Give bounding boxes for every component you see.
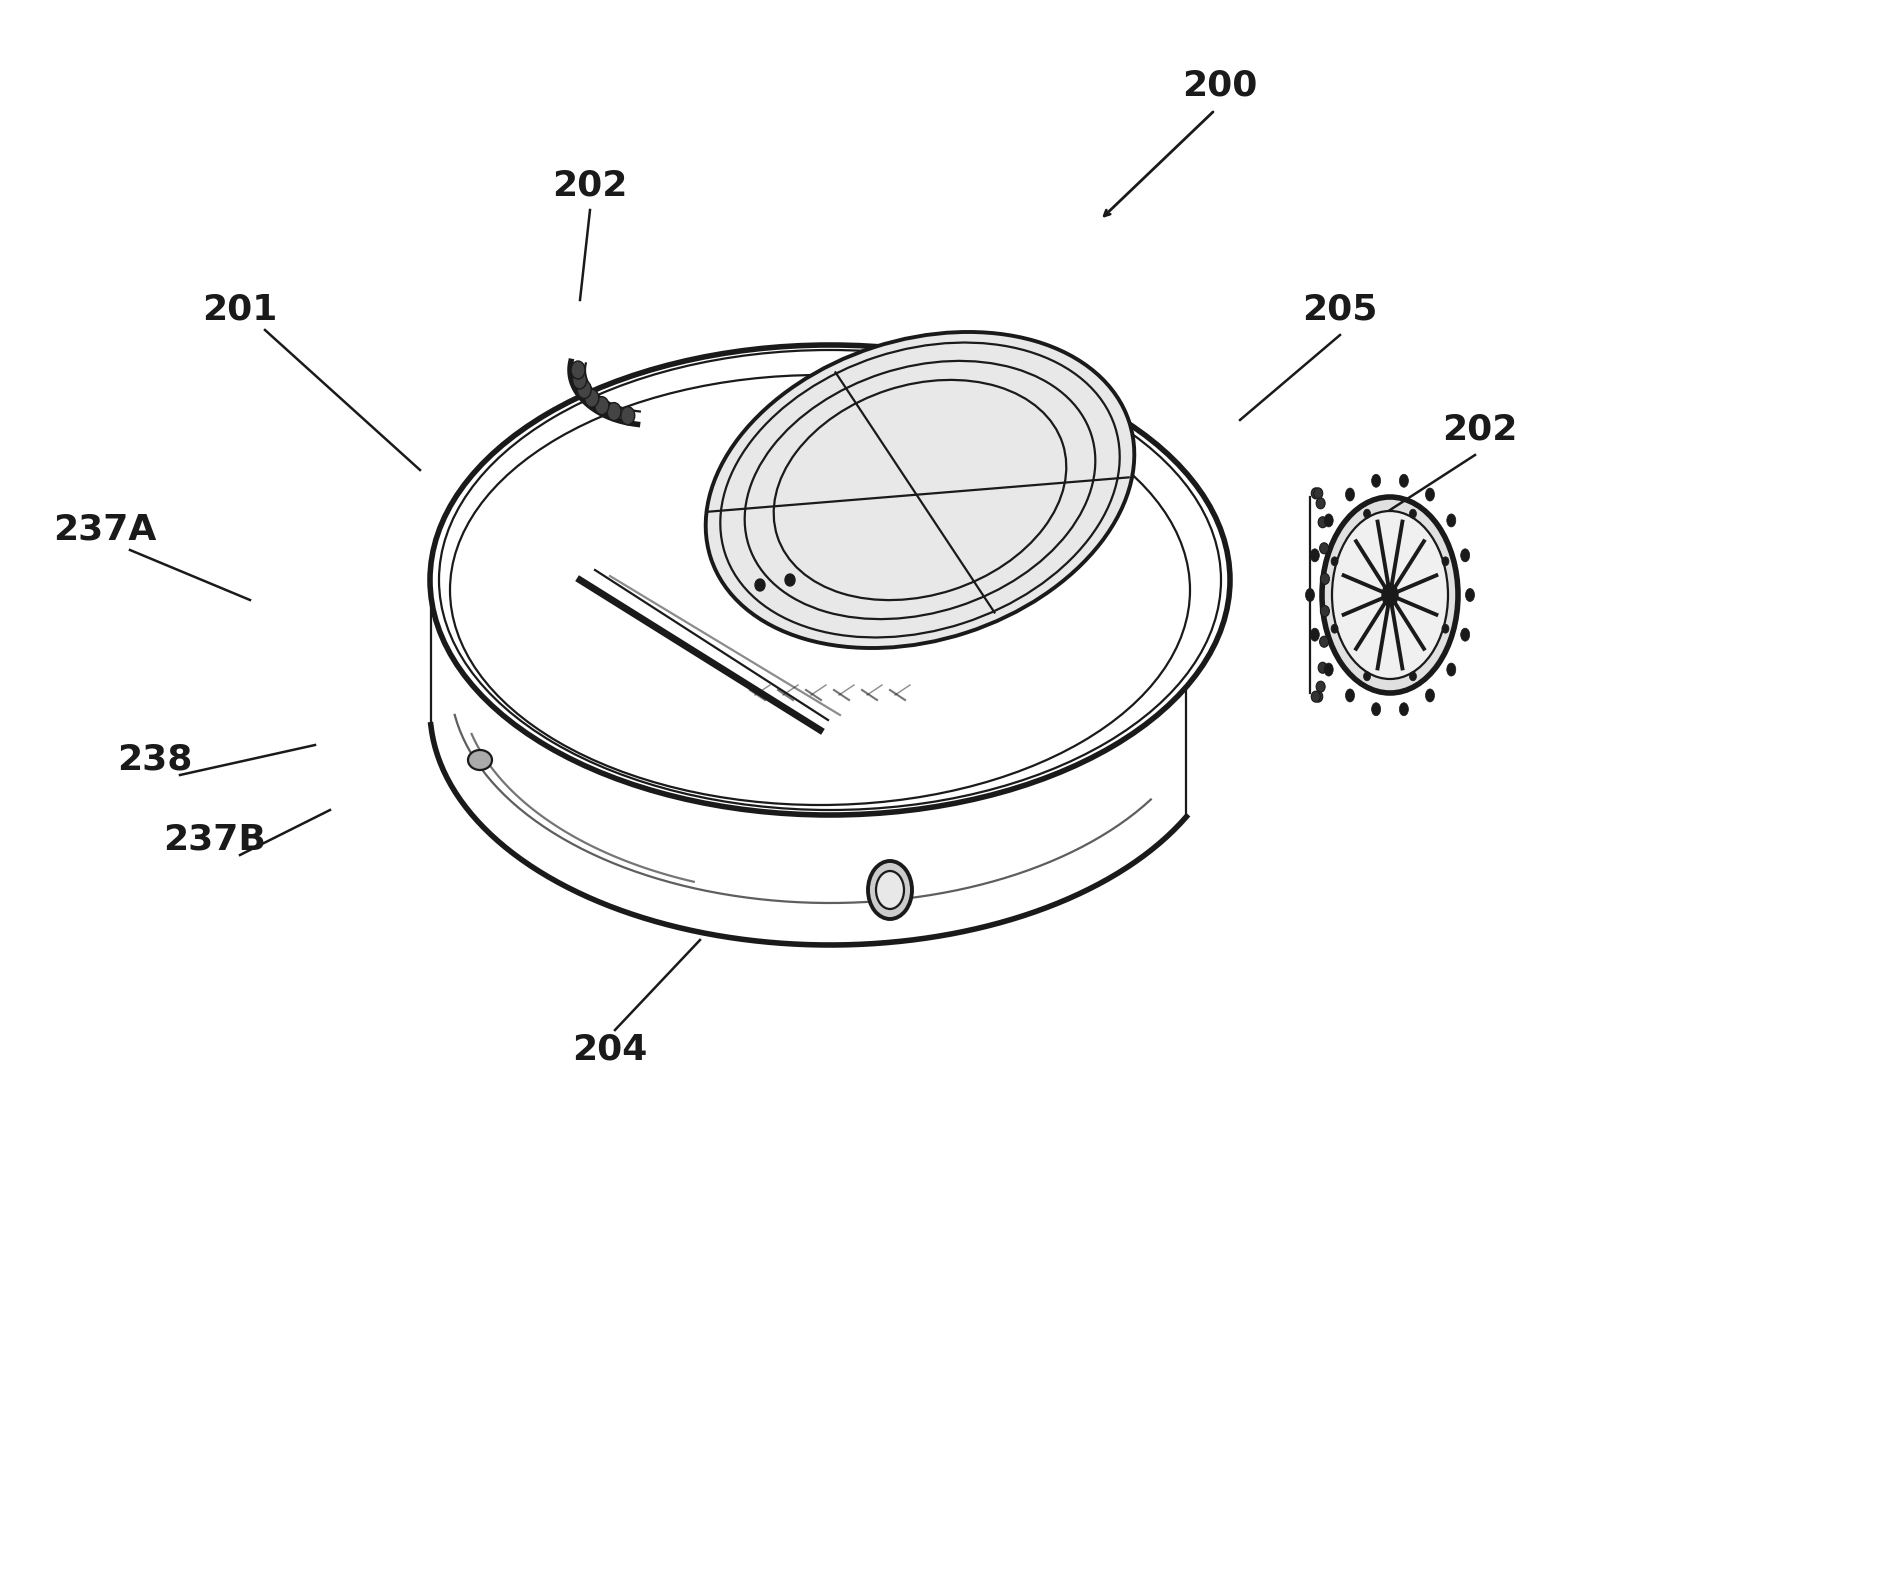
Ellipse shape [867,860,912,919]
Ellipse shape [1321,497,1457,694]
Ellipse shape [1372,703,1380,716]
Ellipse shape [1346,689,1355,702]
Ellipse shape [1314,488,1323,499]
Ellipse shape [1399,475,1408,488]
Ellipse shape [1410,672,1416,681]
Text: 202: 202 [1442,414,1517,447]
Ellipse shape [1310,628,1319,642]
Ellipse shape [1316,497,1325,508]
Ellipse shape [1333,511,1448,680]
Ellipse shape [1461,549,1470,562]
Ellipse shape [1442,557,1450,566]
Ellipse shape [467,750,492,771]
Ellipse shape [1346,488,1355,502]
Ellipse shape [1331,557,1338,566]
Ellipse shape [1320,543,1329,554]
Ellipse shape [1325,664,1333,676]
Ellipse shape [1363,510,1370,518]
Ellipse shape [1312,488,1319,499]
Text: 204: 204 [573,1033,648,1066]
Ellipse shape [1316,681,1325,692]
Ellipse shape [1318,518,1327,527]
Text: 200: 200 [1182,68,1257,102]
Ellipse shape [705,332,1135,648]
Ellipse shape [1461,628,1470,642]
Text: 201: 201 [202,293,277,327]
Ellipse shape [1331,624,1338,634]
Ellipse shape [1410,510,1416,518]
Ellipse shape [584,389,599,407]
Ellipse shape [1442,624,1450,634]
Ellipse shape [1320,606,1329,617]
Ellipse shape [1318,662,1327,673]
Ellipse shape [596,396,609,415]
Text: 205: 205 [1303,293,1378,327]
Ellipse shape [1310,549,1319,562]
Ellipse shape [877,871,905,909]
Ellipse shape [571,360,584,379]
Ellipse shape [620,407,635,425]
Ellipse shape [756,579,765,591]
Ellipse shape [1372,475,1380,488]
Ellipse shape [1325,514,1333,527]
Text: 238: 238 [117,742,192,777]
Text: 237B: 237B [164,823,266,857]
Ellipse shape [1320,574,1329,585]
Ellipse shape [1448,514,1455,527]
Ellipse shape [573,371,586,389]
Ellipse shape [1320,635,1329,647]
Text: 237A: 237A [53,513,156,547]
Ellipse shape [1399,703,1408,716]
Ellipse shape [1425,488,1434,502]
Ellipse shape [577,381,592,398]
Ellipse shape [1448,664,1455,676]
Ellipse shape [1465,588,1474,601]
Ellipse shape [1382,584,1399,606]
Ellipse shape [1363,672,1370,681]
Ellipse shape [1314,691,1323,702]
Text: 202: 202 [552,168,628,201]
Ellipse shape [607,403,620,420]
Ellipse shape [1312,691,1319,702]
Ellipse shape [1306,588,1314,601]
Ellipse shape [784,574,795,587]
Ellipse shape [1425,689,1434,702]
